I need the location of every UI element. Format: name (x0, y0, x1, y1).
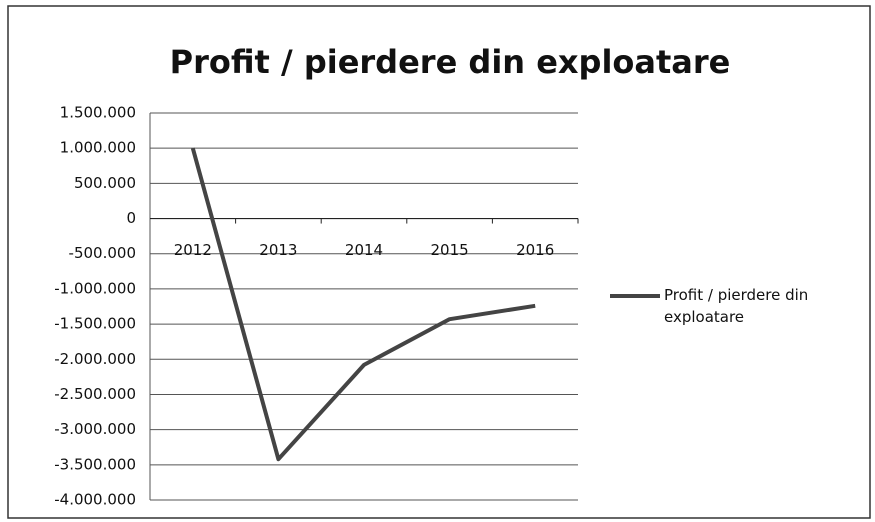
y-tick-label: -4.000.000 (54, 491, 136, 509)
y-tick-label: -3.000.000 (54, 420, 136, 438)
x-tick-label: 2012 (174, 241, 212, 259)
y-tick-label: -2.000.000 (54, 350, 136, 368)
x-tick-label: 2016 (516, 241, 554, 259)
chart-title: Profit / pierdere din exploatare (170, 43, 731, 81)
y-tick-label: -3.500.000 (54, 455, 136, 473)
legend: Profit / pierdere din exploatare (610, 284, 834, 328)
data-line (190, 147, 536, 462)
x-tick-label: 2013 (259, 241, 297, 259)
y-tick-label: -500.000 (69, 244, 136, 262)
y-tick-label: -1.000.000 (54, 279, 136, 297)
x-tick-label: 2015 (431, 241, 469, 259)
y-tick-label: 0 (126, 209, 136, 227)
chart-border (7, 5, 871, 519)
y-tick-label: 500.000 (74, 174, 136, 192)
y-tick-label: 1.000.000 (60, 139, 136, 157)
y-tick-label: -1.500.000 (54, 315, 136, 333)
x-tick-label: 2014 (345, 241, 383, 259)
legend-label: Profit / pierdere din exploatare (664, 286, 809, 326)
y-tick-label: -2.500.000 (54, 385, 136, 403)
legend-swatch (610, 294, 660, 298)
y-tick-label: 1.500.000 (60, 104, 136, 122)
